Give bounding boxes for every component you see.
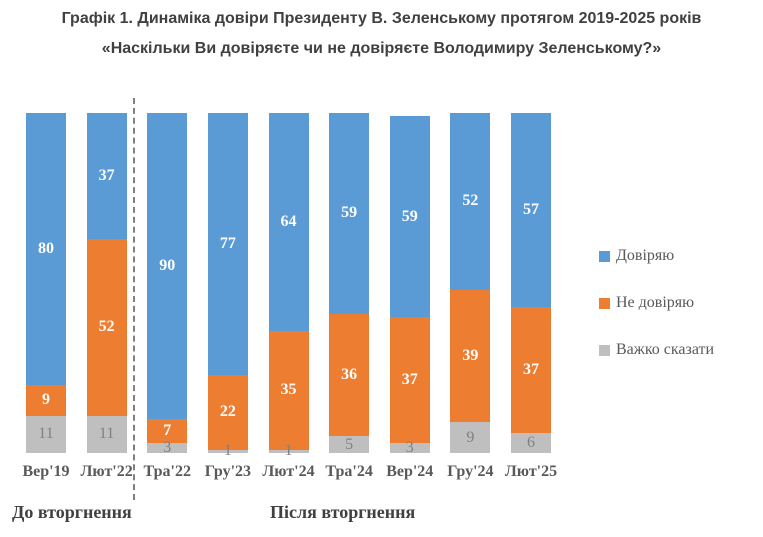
chart-title-line2: «Наскільки Ви довіряєте чи не довіряєте … xyxy=(101,40,662,57)
value-label: 11 xyxy=(98,425,115,443)
segment-no-trust: 35 xyxy=(268,330,309,450)
segment-no-trust: 7 xyxy=(147,419,188,443)
segment-trust: 64 xyxy=(268,113,309,331)
legend-swatch-no-trust xyxy=(599,297,610,309)
value-label: 77 xyxy=(219,234,236,252)
bar-Вер'19: 80 9 11 xyxy=(26,113,66,453)
bar-Лют'24: 64 35 1 xyxy=(268,113,309,459)
segment-no-trust: 9 xyxy=(26,385,66,416)
x-axis-label: Тра'22 xyxy=(143,463,191,480)
value-label: 7 xyxy=(163,421,172,439)
value-label: 35 xyxy=(280,381,297,399)
value-label: 64 xyxy=(280,212,297,230)
value-label: 22 xyxy=(219,403,236,421)
x-axis-label: Тра'24 xyxy=(325,463,373,480)
legend: Довіряю Не довіряю Важко сказати xyxy=(599,247,714,359)
x-axis-label: Лют'24 xyxy=(262,463,315,480)
value-label: 37 xyxy=(523,360,539,378)
segment-no-trust: 37 xyxy=(389,317,430,443)
value-label: 5 xyxy=(345,435,354,453)
bar-Лют'22: 37 52 11 xyxy=(86,113,127,453)
legend-swatch-hard-to-say xyxy=(599,344,610,356)
bar-Тра'24: 59 36 5 xyxy=(329,113,370,453)
value-label: 1 xyxy=(223,442,232,460)
legend-item-trust: Довіряю xyxy=(599,247,714,265)
legend-item-hard-to-say: Важко сказати xyxy=(599,341,714,359)
bar-Гру'24: 52 39 9 xyxy=(450,113,491,453)
value-label: 9 xyxy=(42,391,50,409)
x-axis-label: Вер'24 xyxy=(386,463,434,480)
value-label: 39 xyxy=(462,347,479,365)
value-label: 3 xyxy=(163,438,172,456)
segment-hard-to-say: 3 xyxy=(389,439,430,456)
segment-no-trust: 52 xyxy=(86,238,127,416)
value-label: 36 xyxy=(341,365,358,383)
value-label: 6 xyxy=(527,433,535,451)
segment-trust: 59 xyxy=(389,116,430,318)
value-label: 52 xyxy=(462,192,479,210)
legend-item-no-trust: Не довіряю xyxy=(599,294,714,312)
legend-label-hard-to-say: Важко сказати xyxy=(616,341,715,358)
invasion-divider-line xyxy=(133,98,135,500)
x-axis-label: Лют'25 xyxy=(504,463,558,480)
bar-Тра'22: 90 7 3 xyxy=(147,113,188,456)
legend-label-no-trust: Не довіряю xyxy=(616,294,695,311)
value-label: 1 xyxy=(284,442,293,460)
x-axis-label: Гру'24 xyxy=(447,463,494,480)
bar-Лют'25: 57 37 6 xyxy=(511,113,551,453)
value-label: 37 xyxy=(401,370,418,388)
x-axis-label: Лют'22 xyxy=(80,463,133,480)
segment-trust: 59 xyxy=(329,113,370,314)
segment-no-trust: 22 xyxy=(207,374,248,450)
segment-no-trust: 37 xyxy=(511,306,551,433)
x-axis-label: Гру'23 xyxy=(204,463,252,480)
segment-hard-to-say: 11 xyxy=(86,415,127,453)
value-label: 59 xyxy=(341,204,358,222)
value-label: 57 xyxy=(523,200,539,218)
value-label: 59 xyxy=(401,207,418,225)
segment-trust: 37 xyxy=(86,113,127,239)
segment-trust: 80 xyxy=(26,113,66,386)
value-label: 52 xyxy=(98,318,115,336)
segment-hard-to-say: 1 xyxy=(207,442,248,459)
segment-trust: 77 xyxy=(207,113,248,375)
segment-hard-to-say: 9 xyxy=(450,422,491,453)
chart-title-line1: Графік 1. Динаміка довіри Президенту В. … xyxy=(61,10,702,27)
legend-label-trust: Довіряю xyxy=(616,247,675,264)
annotation-before-invasion: До вторгнення xyxy=(12,502,132,522)
segment-hard-to-say: 1 xyxy=(268,442,309,459)
segment-trust: 57 xyxy=(511,113,551,307)
value-label: 80 xyxy=(38,240,54,258)
segment-trust: 90 xyxy=(147,113,188,420)
segment-no-trust: 36 xyxy=(329,313,370,436)
bar-Вер'24: 59 37 3 xyxy=(389,116,430,456)
legend-swatch-trust xyxy=(599,250,610,262)
annotation-after-invasion: Після вторгнення xyxy=(270,502,416,522)
value-label: 3 xyxy=(405,438,414,456)
value-label: 11 xyxy=(38,425,54,443)
segment-hard-to-say: 5 xyxy=(329,435,370,453)
chart-title: Графік 1. Динаміка довіри Президенту В. … xyxy=(0,4,763,64)
segment-hard-to-say: 11 xyxy=(26,415,66,453)
bar-Гру'23: 77 22 1 xyxy=(207,113,248,459)
value-label: 37 xyxy=(98,166,115,184)
value-label: 9 xyxy=(466,428,475,446)
segment-hard-to-say: 6 xyxy=(511,432,551,453)
segment-trust: 52 xyxy=(450,113,491,290)
value-label: 90 xyxy=(159,257,176,275)
x-axis-label: Вер'19 xyxy=(22,463,70,480)
segment-no-trust: 39 xyxy=(450,289,491,423)
segment-hard-to-say: 3 xyxy=(147,439,188,456)
